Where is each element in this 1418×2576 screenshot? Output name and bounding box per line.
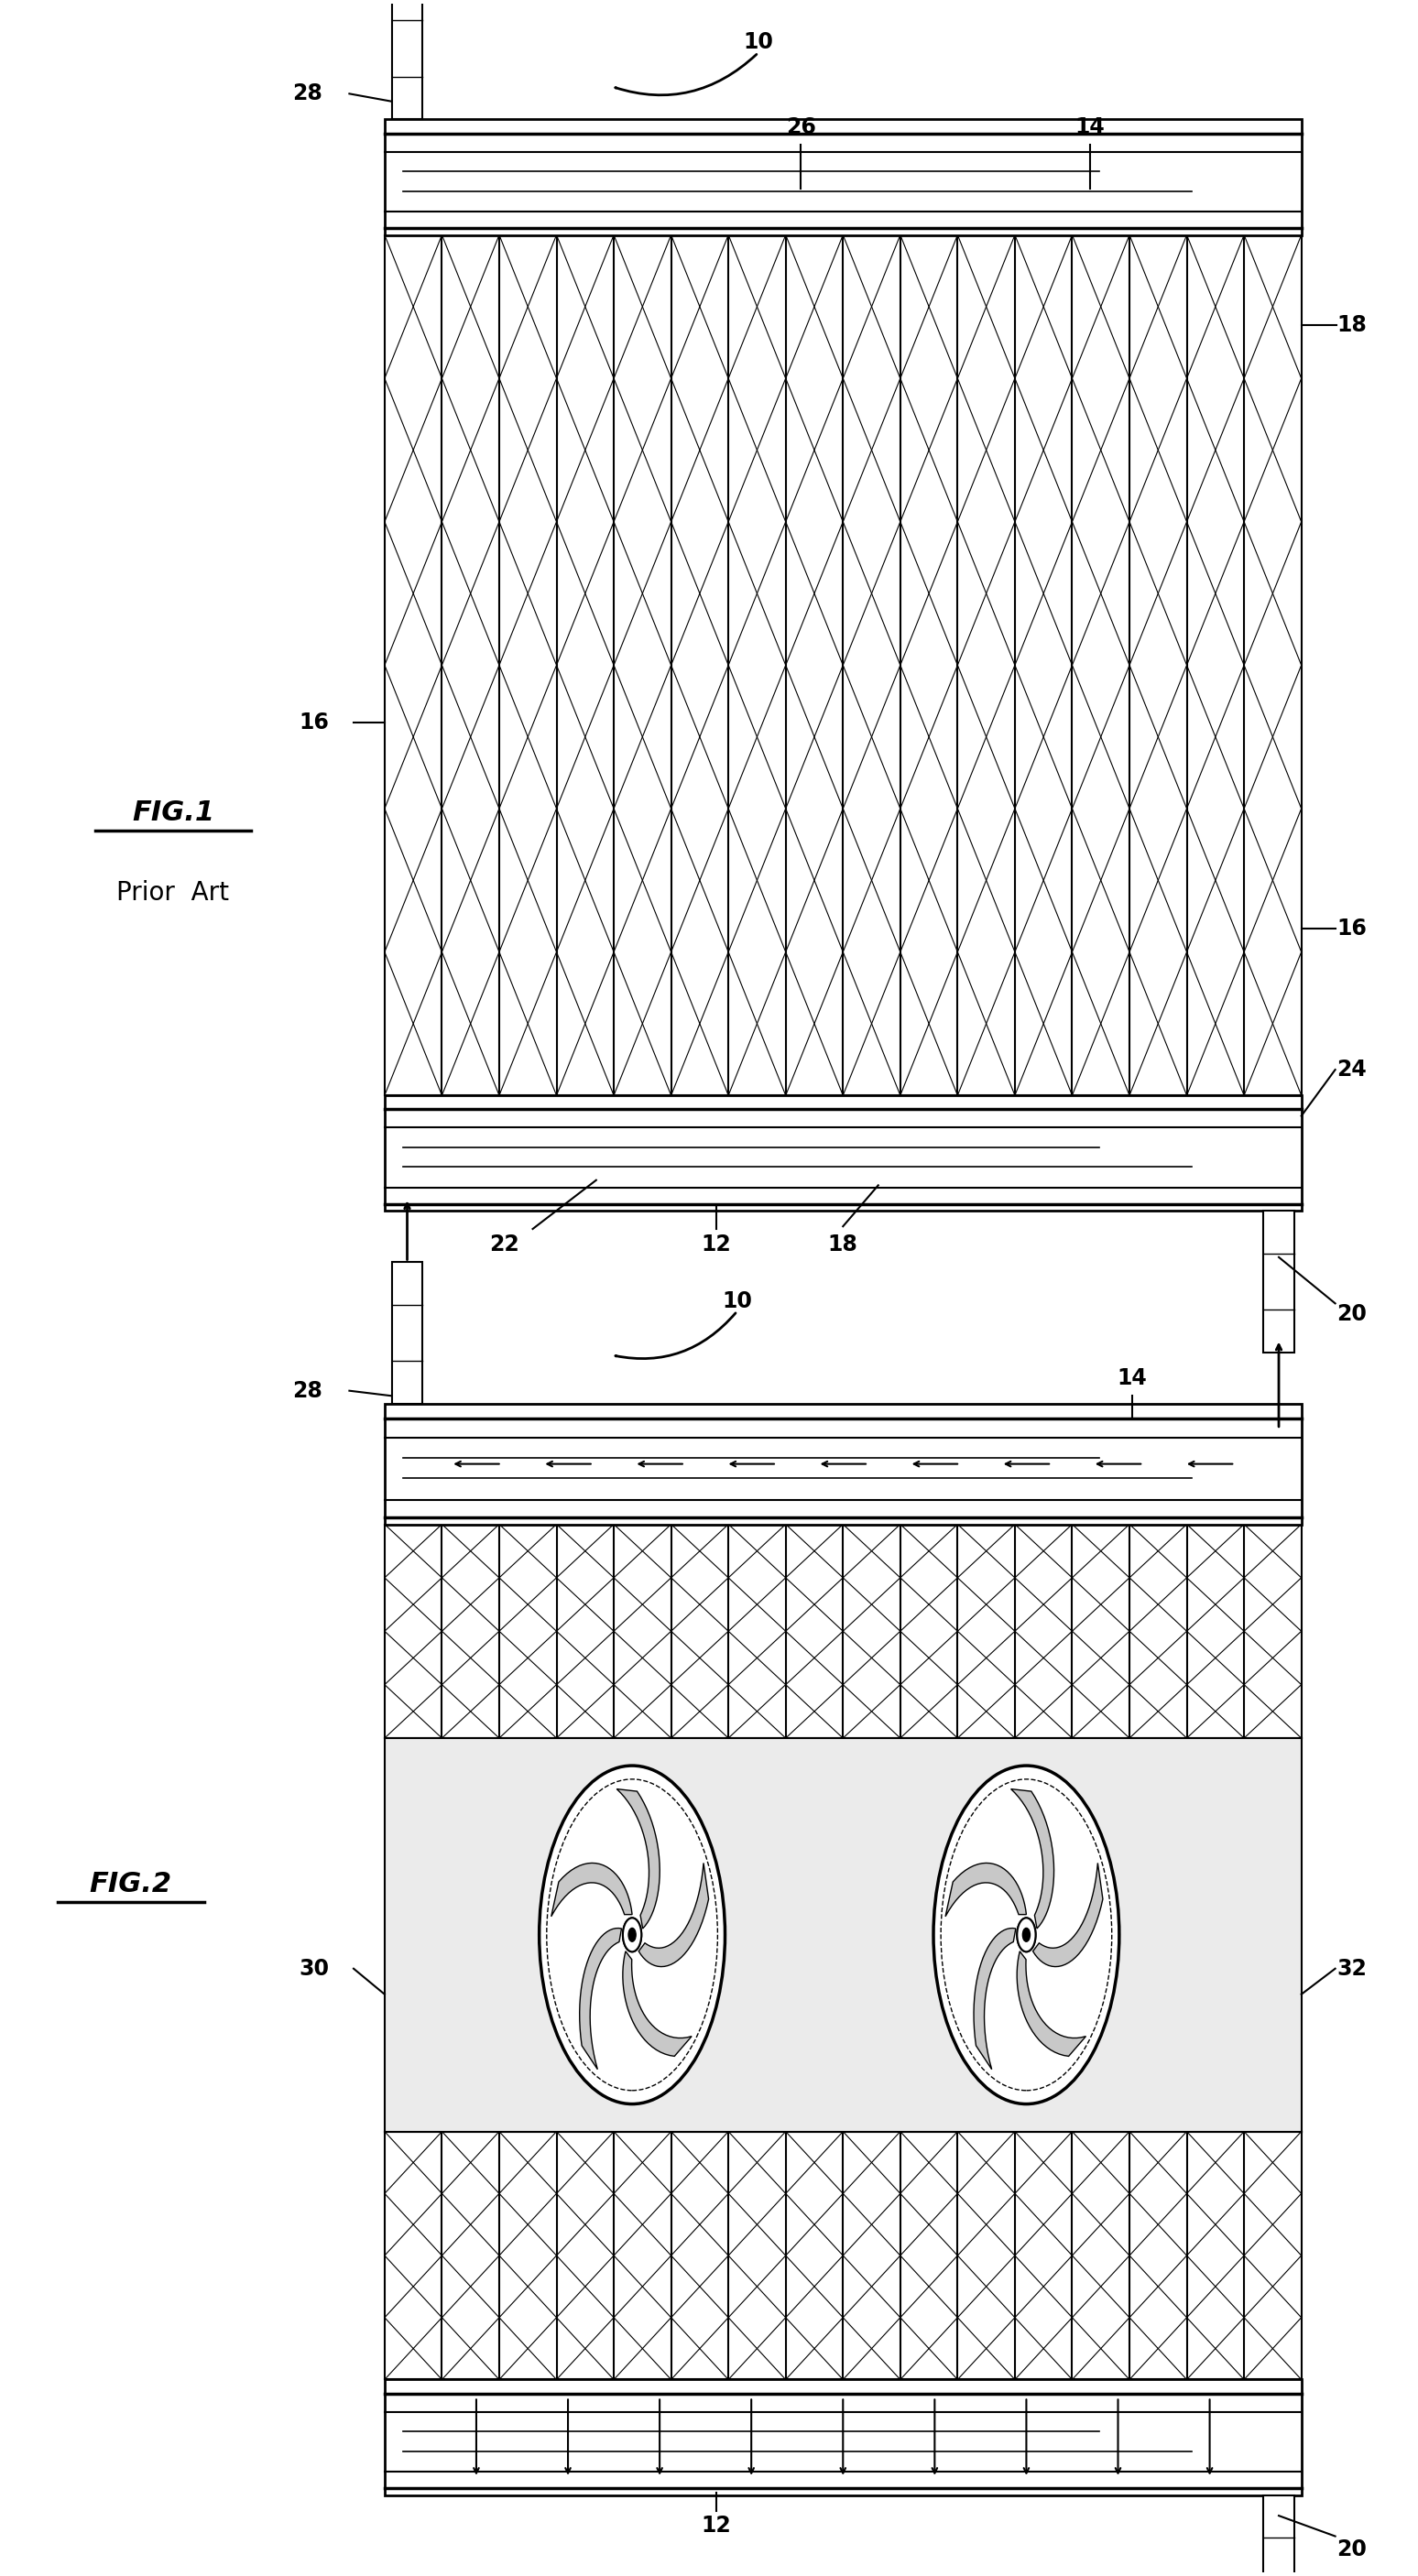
Text: 12: 12 [700, 1234, 732, 1255]
Polygon shape [623, 1950, 692, 2056]
Bar [384, 1095, 1302, 1211]
Text: 32: 32 [1337, 1958, 1367, 1978]
Bar [1263, 2496, 1295, 2576]
Polygon shape [1017, 1950, 1086, 2056]
Circle shape [623, 1919, 641, 1953]
Polygon shape [552, 1862, 632, 1917]
Text: 28: 28 [292, 1381, 322, 1401]
Text: 26: 26 [786, 116, 815, 139]
Text: 10: 10 [743, 31, 773, 54]
Polygon shape [974, 1929, 1015, 2069]
Text: 24: 24 [1337, 1059, 1367, 1082]
Circle shape [933, 1765, 1119, 2105]
Bar [384, 1404, 1302, 1525]
Bar [391, 0, 423, 118]
Bar [1263, 1211, 1295, 1352]
Text: Prior  Art: Prior Art [116, 878, 230, 904]
Circle shape [628, 1927, 635, 1942]
Text: FIG.1: FIG.1 [132, 799, 214, 827]
Circle shape [623, 1919, 641, 1953]
FancyArrowPatch shape [615, 1314, 736, 1358]
Polygon shape [580, 1929, 621, 2069]
Circle shape [539, 1765, 725, 2105]
Text: 30: 30 [299, 1958, 329, 1978]
Text: 18: 18 [828, 1234, 858, 1255]
Text: 28: 28 [292, 82, 322, 106]
Text: 20: 20 [1337, 2537, 1367, 2561]
FancyArrowPatch shape [615, 54, 757, 95]
Text: 18: 18 [1337, 314, 1367, 335]
Bar [384, 1739, 1302, 2130]
Text: 14: 14 [1075, 116, 1105, 139]
Polygon shape [946, 1862, 1027, 1917]
Circle shape [1022, 1927, 1029, 1942]
Text: 20: 20 [1337, 1303, 1367, 1324]
Text: 16: 16 [299, 711, 329, 734]
Circle shape [1017, 1919, 1035, 1953]
Bar [384, 118, 1302, 234]
Bar [384, 2380, 1302, 2496]
Text: 16: 16 [1337, 917, 1367, 940]
Text: 12: 12 [700, 2514, 732, 2537]
Text: 14: 14 [1117, 1368, 1147, 1388]
Polygon shape [1032, 1862, 1103, 1965]
Polygon shape [638, 1862, 709, 1965]
Text: 10: 10 [722, 1291, 753, 1311]
Text: FIG.2: FIG.2 [89, 1870, 172, 1896]
Polygon shape [1011, 1788, 1054, 1929]
Polygon shape [617, 1788, 659, 1929]
Circle shape [1017, 1919, 1035, 1953]
Bar [391, 1262, 423, 1404]
Text: 22: 22 [489, 1234, 519, 1255]
